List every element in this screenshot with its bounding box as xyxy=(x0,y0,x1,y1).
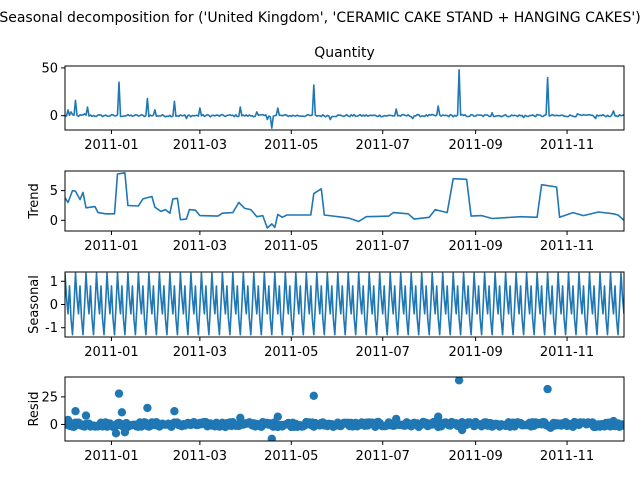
axes-frame xyxy=(64,376,625,442)
x-tick-label: 2011-05 xyxy=(264,138,318,153)
y-axis-label: Trend xyxy=(27,183,42,220)
subplot-1: 2011-01 2011-03 2011-05 2011-07 2011-09 2011-… xyxy=(27,170,625,254)
resid-outlier-point xyxy=(273,412,282,421)
axes-frame xyxy=(64,170,625,232)
x-tick-label: 2011-09 xyxy=(448,449,502,464)
x-tick-label: 2011-01 xyxy=(84,239,138,254)
y-tick-label: 0 xyxy=(50,418,58,433)
subplot-0: 2011-01 2011-03 2011-05 2011-07 2011-09 2011-… xyxy=(41,45,625,153)
resid-outlier-point xyxy=(454,377,464,385)
resid-outlier-point xyxy=(65,415,73,425)
resid-outlier-point xyxy=(236,413,245,422)
x-tick-label: 2011-05 xyxy=(264,345,318,360)
x-tick-label: 2011-07 xyxy=(356,138,410,153)
x-tick-label: 2011-03 xyxy=(173,345,227,360)
resid-outlier-point xyxy=(609,416,618,426)
quantity-series-line xyxy=(65,69,624,129)
y-tick-label: 1 xyxy=(50,275,58,290)
y-tick-label: -1 xyxy=(45,321,58,336)
x-tick-label: 2011-11 xyxy=(540,239,594,254)
x-tick-label: 2011-11 xyxy=(540,449,594,464)
x-tick-label: 2011-01 xyxy=(84,345,138,360)
y-tick-label: 5 xyxy=(50,184,58,199)
resid-point xyxy=(619,421,624,430)
x-tick-label: 2011-05 xyxy=(264,239,318,254)
resid-outlier-point xyxy=(392,414,401,424)
plot-area xyxy=(65,172,624,229)
x-tick-label: 2011-03 xyxy=(173,239,227,254)
resid-outlier-point xyxy=(546,423,555,432)
resid-outlier-point xyxy=(120,428,130,437)
resid-outlier-point xyxy=(309,391,318,400)
y-tick-label: 0 xyxy=(50,298,58,313)
resid-outlier-point xyxy=(143,403,152,413)
resid-outlier-point xyxy=(170,407,179,416)
resid-outlier-point xyxy=(117,408,127,417)
subplot-2: 2011-01 2011-03 2011-05 2011-07 2011-09 2011-… xyxy=(27,271,625,360)
x-tick-label: 2011-07 xyxy=(356,449,410,464)
x-tick-label: 2011-07 xyxy=(356,345,410,360)
axes-frame xyxy=(64,65,625,131)
trend-series-line xyxy=(65,172,624,229)
subplot-3: 2011-01 2011-03 2011-05 2011-07 2011-09 2011-… xyxy=(27,376,625,464)
subplot-panels: 2011-01 2011-03 2011-05 2011-07 2011-09 2011-… xyxy=(27,45,625,464)
x-tick-label: 2011-01 xyxy=(84,138,138,153)
resid-outlier-point xyxy=(457,425,467,435)
resid-outlier-point xyxy=(71,407,80,416)
plot-area xyxy=(65,377,624,441)
y-tick-label: 0 xyxy=(50,214,58,229)
resid-outlier-point xyxy=(267,434,276,441)
y-axis-label: Resid xyxy=(27,391,42,426)
x-tick-label: 2011-03 xyxy=(173,138,227,153)
plot-area xyxy=(65,69,624,129)
y-tick-label: 25 xyxy=(41,390,58,405)
plot-area xyxy=(65,272,624,336)
x-tick-label: 2011-09 xyxy=(448,138,502,153)
resid-outlier-point xyxy=(81,411,91,420)
y-tick-label: 50 xyxy=(41,61,58,76)
seasonal-series-line xyxy=(65,272,624,336)
figure-suptitle: Seasonal decomposition for ('United King… xyxy=(0,10,640,26)
x-tick-label: 2011-09 xyxy=(448,239,502,254)
x-tick-label: 2011-11 xyxy=(540,138,594,153)
x-tick-label: 2011-01 xyxy=(84,449,138,464)
resid-outlier-point xyxy=(111,429,121,438)
resid-outlier-point xyxy=(114,389,124,398)
resid-outlier-point xyxy=(543,384,552,394)
y-tick-label: 0 xyxy=(50,109,58,124)
x-tick-label: 2011-09 xyxy=(448,345,502,360)
x-tick-label: 2011-05 xyxy=(264,449,318,464)
y-axis-label: Seasonal xyxy=(27,275,42,334)
subplot-title: Quantity xyxy=(314,45,375,61)
resid-outlier-point xyxy=(434,412,443,421)
x-tick-label: 2011-03 xyxy=(173,449,227,464)
x-tick-label: 2011-07 xyxy=(356,239,410,254)
x-tick-label: 2011-11 xyxy=(540,345,594,360)
